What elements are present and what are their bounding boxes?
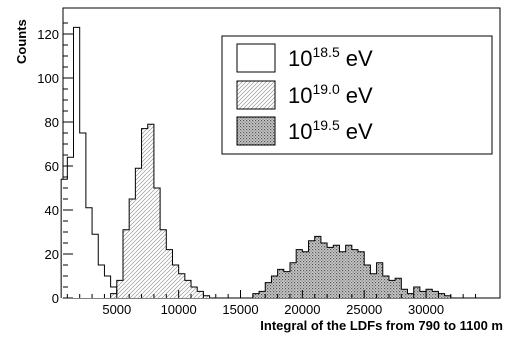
bar-series-3-bin-4 xyxy=(271,276,278,298)
bar-series-1-bin-4 xyxy=(79,133,86,298)
x-tick-label-1: 5000 xyxy=(102,302,131,317)
y-tick-label-5: 80 xyxy=(45,115,59,130)
bar-series-3-bin-29 xyxy=(426,289,433,298)
bar-series-3-bin-23 xyxy=(388,280,396,298)
legend: 1018.5 eV 1019.0 eV 1019.5 eV xyxy=(221,35,493,155)
x-axis-label: Integral of the LDFs from 790 to 1100 m xyxy=(260,318,503,333)
legend-label-1: 1018.5 eV xyxy=(288,44,373,71)
bar-series-3-bin-13 xyxy=(327,247,334,298)
bar-series-2-bin-14 xyxy=(191,287,198,298)
bar-series-1-bin-8 xyxy=(104,276,111,298)
bar-series-2-bin-7 xyxy=(147,124,154,298)
x-tick-label-4: 20000 xyxy=(284,302,320,317)
bar-series-3-bin-21 xyxy=(376,262,383,298)
bar-series-3-bin-10 xyxy=(308,240,315,298)
y-tick-label-2: 20 xyxy=(45,247,59,262)
bar-series-2-bin-13 xyxy=(184,280,192,298)
bar-series-2-bin-3 xyxy=(122,229,130,298)
bar-series-2-bin-16 xyxy=(203,295,210,298)
y-tick-label-4: 60 xyxy=(45,159,59,174)
bar-series-3-bin-20 xyxy=(370,273,377,298)
x-tick-label-5: 25000 xyxy=(346,302,382,317)
axes: 5000 10000 15000 20000 25000 30000 0 20 40 60 80 10… xyxy=(37,22,477,317)
bar-series-3-bin-15 xyxy=(339,251,346,298)
bar-series-2-bin-11 xyxy=(172,265,179,298)
bar-series-1-bin-5 xyxy=(85,207,93,298)
bar-series-2-bin-15 xyxy=(197,291,204,298)
bar-series-3-bin-26 xyxy=(407,293,414,298)
y-tick-label-3: 40 xyxy=(45,203,59,218)
bar-series-3-bin-5 xyxy=(277,269,284,298)
bar-series-3-bin-9 xyxy=(302,251,309,298)
bar-series-2-bin-4 xyxy=(129,199,136,298)
bar-series-3-bin-25 xyxy=(401,289,408,298)
bar-series-3-bin-7 xyxy=(289,262,297,298)
bar-series-2-bin-6 xyxy=(141,128,148,298)
bar-series-3-bin-2 xyxy=(259,291,266,298)
bar-series-1-bin-1 xyxy=(61,179,68,298)
bar-series-3-bin-16 xyxy=(345,245,352,298)
bar-series-3-bin-24 xyxy=(395,278,402,298)
bar-series-1-bin-9 xyxy=(110,287,117,298)
bar-series-2-bin-2 xyxy=(116,280,123,298)
bar-series-3-bin-6 xyxy=(283,271,290,298)
bar-series-3-bin-19 xyxy=(364,265,371,298)
bar-series-3-bin-30 xyxy=(432,291,439,298)
histogram-bars xyxy=(60,26,452,299)
y-tick-label-7: 120 xyxy=(37,27,59,42)
y-tick-label-1: 0 xyxy=(52,291,59,306)
bar-series-3-bin-12 xyxy=(320,243,328,298)
bar-series-2-bin-10 xyxy=(166,249,173,298)
bar-series-2-bin-5 xyxy=(135,168,142,298)
x-tick-label-3: 15000 xyxy=(222,302,258,317)
bar-series-3-bin-32 xyxy=(444,295,451,298)
bar-series-1-bin-3 xyxy=(73,27,80,299)
y-axis-label: Counts xyxy=(14,19,29,64)
bar-series-2-bin-8 xyxy=(153,188,161,298)
bar-series-3-bin-8 xyxy=(296,249,303,298)
bar-series-3-bin-3 xyxy=(265,282,272,298)
bar-series-3-bin-28 xyxy=(419,291,427,298)
bar-series-3-bin-1 xyxy=(252,293,260,298)
bar-series-1-bin-2 xyxy=(67,157,74,298)
legend-swatch-1 xyxy=(236,43,276,73)
x-tick-label-2: 10000 xyxy=(161,302,197,317)
y-tick-label-6: 100 xyxy=(37,71,59,86)
bar-series-1-bin-6 xyxy=(92,234,99,298)
bar-series-3-bin-18 xyxy=(358,251,365,298)
bar-series-2-bin-12 xyxy=(178,273,185,298)
bar-series-3-bin-27 xyxy=(413,287,420,298)
series-outline-2 xyxy=(110,123,211,298)
bar-series-2-bin-9 xyxy=(160,229,167,298)
bar-series-3-bin-22 xyxy=(382,276,389,298)
x-tick-label-6: 30000 xyxy=(408,302,444,317)
legend-label-2: 1019.0 eV xyxy=(288,81,373,108)
bar-series-3-bin-31 xyxy=(438,293,445,298)
legend-label-3: 1019.5 eV xyxy=(288,117,373,144)
bar-series-3-bin-17 xyxy=(351,249,359,298)
bar-series-1-bin-7 xyxy=(98,265,105,298)
bar-series-2-bin-1 xyxy=(110,293,117,298)
bar-series-3-bin-11 xyxy=(314,236,321,298)
legend-swatch-3 xyxy=(236,116,276,146)
series-outline-3 xyxy=(252,235,452,298)
legend-swatch-2 xyxy=(236,80,276,110)
bar-series-3-bin-14 xyxy=(333,245,340,298)
